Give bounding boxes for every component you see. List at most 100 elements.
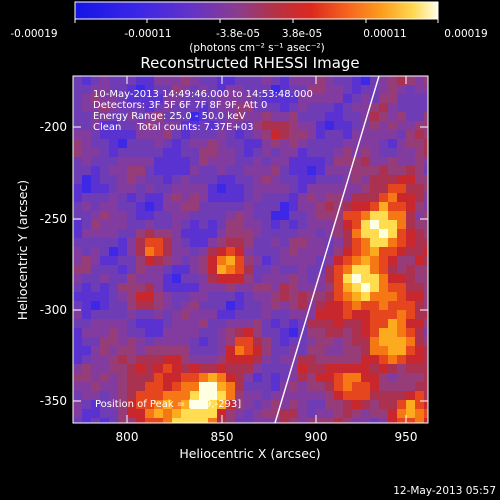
image-pixel xyxy=(226,337,236,347)
image-pixel xyxy=(271,400,281,410)
image-pixel xyxy=(73,112,83,122)
image-pixel xyxy=(361,364,371,374)
image-pixel xyxy=(307,283,317,293)
image-pixel xyxy=(352,238,362,248)
image-pixel xyxy=(100,166,110,176)
image-pixel xyxy=(199,112,209,122)
image-pixel xyxy=(100,139,110,149)
image-pixel xyxy=(190,418,200,423)
image-pixel xyxy=(154,328,164,338)
image-pixel xyxy=(226,139,236,149)
image-pixel xyxy=(307,337,317,347)
image-pixel xyxy=(82,274,92,284)
image-pixel xyxy=(109,121,119,131)
image-pixel xyxy=(379,328,389,338)
image-pixel xyxy=(316,112,326,122)
image-pixel xyxy=(280,364,290,374)
image-pixel xyxy=(298,337,308,347)
image-pixel xyxy=(298,256,308,266)
image-pixel xyxy=(172,166,182,176)
image-pixel xyxy=(127,193,137,203)
image-pixel xyxy=(352,355,362,365)
image-pixel xyxy=(199,319,209,329)
image-pixel xyxy=(262,274,272,284)
image-pixel xyxy=(406,139,416,149)
image-pixel xyxy=(343,391,353,401)
image-pixel xyxy=(334,310,344,320)
image-pixel xyxy=(244,211,254,221)
image-pixel xyxy=(415,346,425,356)
image-pixel xyxy=(127,391,137,401)
image-pixel xyxy=(424,139,428,149)
image-pixel xyxy=(118,229,128,239)
image-pixel xyxy=(424,175,428,185)
image-pixel xyxy=(370,391,380,401)
image-pixel xyxy=(73,193,83,203)
image-pixel xyxy=(154,319,164,329)
image-pixel xyxy=(82,328,92,338)
image-pixel xyxy=(208,220,218,230)
image-pixel xyxy=(352,337,362,347)
image-pixel xyxy=(199,202,209,212)
image-pixel xyxy=(190,409,200,419)
image-pixel xyxy=(136,130,146,140)
image-pixel xyxy=(235,121,245,131)
image-pixel xyxy=(145,382,155,392)
image-pixel xyxy=(325,364,335,374)
image-pixel xyxy=(298,175,308,185)
image-pixel xyxy=(118,400,128,410)
image-pixel xyxy=(172,85,182,95)
image-pixel xyxy=(397,373,407,383)
image-pixel xyxy=(118,391,128,401)
image-pixel xyxy=(73,355,83,365)
x-tick-label: 850 xyxy=(211,430,234,444)
image-pixel xyxy=(379,85,389,95)
image-pixel xyxy=(334,256,344,266)
image-pixel xyxy=(100,319,110,329)
image-pixel xyxy=(208,310,218,320)
image-pixel xyxy=(136,175,146,185)
image-pixel xyxy=(91,355,101,365)
image-pixel xyxy=(118,283,128,293)
image-pixel xyxy=(298,157,308,167)
image-pixel xyxy=(127,346,137,356)
image-pixel xyxy=(352,346,362,356)
image-pixel xyxy=(379,130,389,140)
image-pixel xyxy=(163,391,173,401)
image-pixel xyxy=(154,274,164,284)
image-pixel xyxy=(280,319,290,329)
image-pixel xyxy=(100,103,110,113)
image-pixel xyxy=(379,391,389,401)
image-pixel xyxy=(127,292,137,302)
image-pixel xyxy=(82,175,92,185)
image-pixel xyxy=(271,364,281,374)
image-pixel xyxy=(154,112,164,122)
image-pixel xyxy=(334,211,344,221)
image-pixel xyxy=(154,148,164,158)
image-pixel xyxy=(343,364,353,374)
image-pixel xyxy=(370,337,380,347)
image-pixel xyxy=(217,112,227,122)
image-pixel xyxy=(172,112,182,122)
image-pixel xyxy=(289,211,299,221)
image-pixel xyxy=(118,193,128,203)
image-pixel xyxy=(154,256,164,266)
image-pixel xyxy=(397,229,407,239)
image-pixel xyxy=(415,76,425,86)
image-pixel xyxy=(190,211,200,221)
image-pixel xyxy=(163,373,173,383)
image-pixel xyxy=(289,391,299,401)
image-pixel xyxy=(100,238,110,248)
image-pixel xyxy=(109,301,119,311)
image-pixel xyxy=(406,247,416,257)
image-pixel xyxy=(379,400,389,410)
image-pixel xyxy=(217,202,227,212)
image-pixel xyxy=(253,409,263,419)
image-pixel xyxy=(190,148,200,158)
image-pixel xyxy=(73,409,83,419)
image-pixel xyxy=(307,328,317,338)
image-pixel xyxy=(298,265,308,275)
image-pixel xyxy=(370,112,380,122)
image-pixel xyxy=(397,409,407,419)
image-pixel xyxy=(298,247,308,257)
